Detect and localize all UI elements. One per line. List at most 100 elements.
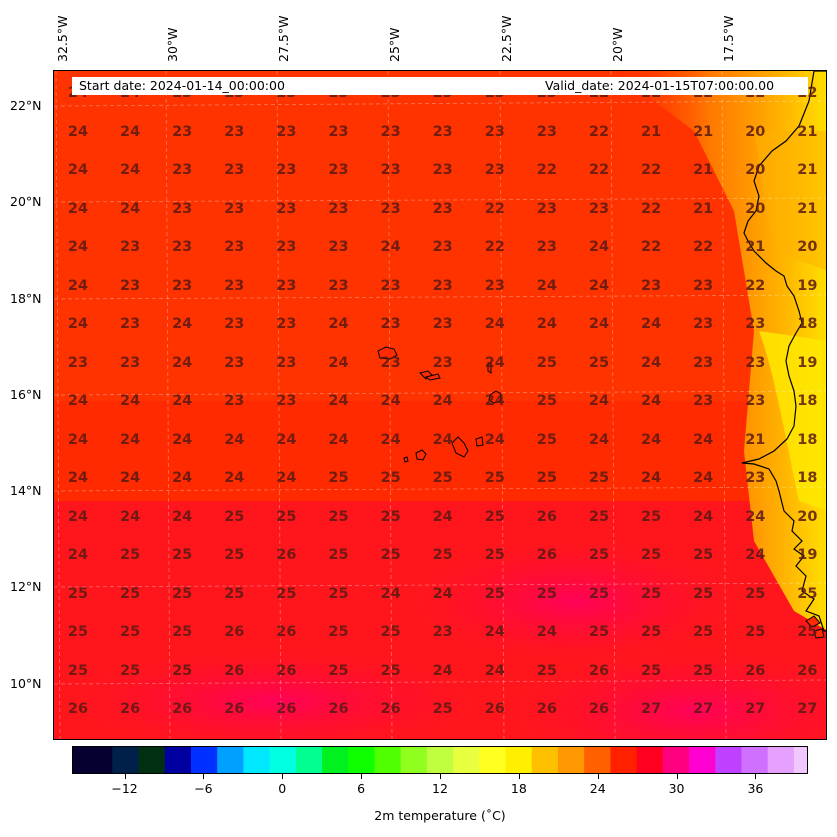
temperature-value: 25 bbox=[641, 662, 662, 679]
temperature-value: 24 bbox=[67, 393, 89, 409]
temperature-value: 25 bbox=[641, 547, 662, 563]
temperature-value: 22 bbox=[745, 277, 766, 294]
colorbar-tick-mark bbox=[282, 774, 284, 779]
temperature-value: 23 bbox=[536, 239, 557, 255]
temperature-value: 18 bbox=[797, 431, 818, 448]
temperature-value: 25 bbox=[120, 662, 141, 679]
colorbar-segment bbox=[453, 747, 467, 773]
temperature-value: 23 bbox=[380, 277, 401, 294]
colorbar-segment bbox=[217, 747, 231, 773]
colorbar-segment bbox=[754, 747, 769, 773]
island-brava bbox=[403, 456, 409, 463]
temperature-value: 25 bbox=[797, 585, 818, 602]
temperature-value: 26 bbox=[484, 701, 505, 717]
temperature-value: 24 bbox=[224, 431, 245, 448]
temperature-value: 26 bbox=[536, 508, 557, 525]
temperature-value: 23 bbox=[224, 239, 245, 255]
colorbar-segment bbox=[361, 747, 376, 773]
longitude-label-17-5w: 17.5°W bbox=[721, 15, 736, 62]
temperature-value: 25 bbox=[484, 508, 505, 525]
colorbar-tick-mark bbox=[361, 774, 363, 779]
temperature-value: 26 bbox=[276, 662, 297, 679]
temperature-value: 23 bbox=[120, 354, 141, 371]
temperature-value: 24 bbox=[484, 662, 505, 679]
temperature-value: 24 bbox=[328, 316, 349, 332]
temperature-value: 25 bbox=[276, 585, 297, 602]
temperature-value: 24 bbox=[67, 239, 89, 255]
temperature-value: 23 bbox=[172, 277, 193, 294]
temperature-value: 24 bbox=[432, 431, 453, 448]
colorbar-segment bbox=[400, 747, 415, 773]
temperature-value: 23 bbox=[484, 162, 505, 178]
temperature-value: 23 bbox=[536, 123, 557, 140]
temperature-value: 24 bbox=[172, 431, 193, 448]
temperature-value: 24 bbox=[484, 624, 505, 640]
temperature-value: 24 bbox=[641, 316, 662, 332]
colorbar-segment bbox=[204, 747, 218, 773]
temperature-value: 25 bbox=[588, 547, 610, 563]
colorbar-segment bbox=[138, 747, 153, 773]
temperature-value: 20 bbox=[797, 508, 818, 525]
temperature-value: 25 bbox=[67, 662, 89, 679]
colorbar-segment bbox=[610, 747, 625, 773]
colorbar-tick-label: 6 bbox=[357, 781, 366, 796]
colorbar-segment bbox=[466, 747, 480, 773]
temperature-value: 25 bbox=[224, 508, 245, 525]
colorbar-segment bbox=[531, 747, 546, 773]
colorbar-segment bbox=[767, 747, 782, 773]
temperature-value: 24 bbox=[120, 123, 141, 140]
colorbar-segment bbox=[86, 747, 100, 773]
temperature-value: 23 bbox=[380, 200, 401, 217]
temperature-value: 24 bbox=[432, 585, 453, 602]
temperature-value: 24 bbox=[745, 547, 766, 563]
colorbar-segment bbox=[413, 747, 428, 773]
temperature-value: 25 bbox=[484, 470, 505, 486]
temperature-value: 23 bbox=[276, 162, 297, 178]
temperature-value: 24 bbox=[67, 162, 89, 178]
temperature-value: 25 bbox=[328, 508, 349, 525]
temperature-value: 21 bbox=[693, 162, 714, 178]
temperature-value: 25 bbox=[641, 624, 662, 640]
temperature-value: 25 bbox=[67, 624, 89, 640]
coastal-orange-north bbox=[754, 131, 826, 271]
temperature-value: 24 bbox=[588, 277, 610, 294]
colorbar-segment bbox=[99, 747, 113, 773]
temperature-value: 24 bbox=[536, 624, 557, 640]
temperature-value: 18 bbox=[797, 393, 818, 409]
start-date-label: Start date: 2024-01-14_00:00:00 bbox=[79, 78, 285, 93]
colorbar-segment bbox=[479, 747, 494, 773]
temperature-value: 24 bbox=[484, 354, 505, 371]
temperature-value: 24 bbox=[120, 162, 141, 178]
temperature-field bbox=[54, 71, 826, 739]
latitude-label-22n: 22°N bbox=[10, 98, 42, 113]
temperature-value: 24 bbox=[224, 470, 245, 486]
colorbar-tick-mark bbox=[203, 774, 205, 779]
temperature-value: 23 bbox=[172, 123, 193, 140]
island-maio bbox=[475, 436, 484, 447]
temperature-value: 26 bbox=[536, 547, 557, 563]
temperature-value: 23 bbox=[432, 123, 453, 140]
temperature-value: 25 bbox=[745, 585, 766, 602]
latitude-label-14n: 14°N bbox=[10, 483, 42, 498]
colorbar-segment bbox=[741, 747, 756, 773]
latitude-label-10n: 10°N bbox=[10, 676, 42, 691]
colorbar-segment bbox=[702, 747, 716, 773]
temperature-value: 24 bbox=[641, 470, 662, 486]
temperature-value: 23 bbox=[745, 470, 766, 486]
temperature-value: 24 bbox=[67, 470, 89, 486]
colorbar-segment bbox=[426, 747, 441, 773]
temperature-value: 25 bbox=[536, 354, 557, 371]
colorbar-tick-label: 24 bbox=[589, 781, 606, 796]
temperature-value: 25 bbox=[588, 624, 610, 640]
temperature-value: 24 bbox=[67, 547, 89, 563]
temperature-value: 23 bbox=[380, 123, 401, 140]
colorbar-segment bbox=[125, 747, 140, 773]
temperature-value: 23 bbox=[745, 393, 766, 409]
colorbar-segment bbox=[623, 747, 638, 773]
temperature-value: 23 bbox=[172, 162, 193, 178]
colorbar-tick-label: 0 bbox=[278, 781, 287, 796]
temperature-value: 24 bbox=[588, 431, 610, 448]
colorbar-segment bbox=[689, 747, 703, 773]
temperature-value: 25 bbox=[484, 585, 505, 602]
longitude-label-32-5w: 32.5°W bbox=[55, 15, 70, 62]
